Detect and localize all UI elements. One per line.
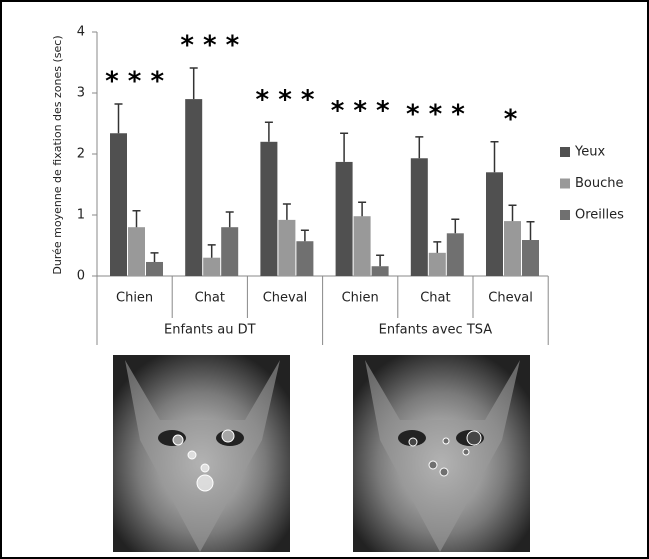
significance: * * * xyxy=(105,66,164,96)
bar xyxy=(335,161,353,276)
bar xyxy=(185,99,203,276)
error-bar xyxy=(282,203,291,220)
error-bar xyxy=(433,241,442,253)
x-tick-label: Chat xyxy=(420,291,450,306)
error-bar xyxy=(340,132,349,162)
significance: * * * xyxy=(256,85,315,115)
legend-swatch xyxy=(560,210,570,220)
x-tick-label: Chat xyxy=(195,291,225,306)
x-tick-label: Chien xyxy=(342,291,379,306)
error-bar xyxy=(264,121,273,142)
legend-swatch xyxy=(560,178,570,189)
error-bar xyxy=(526,220,535,241)
bar xyxy=(203,257,221,276)
error-bar xyxy=(150,252,159,262)
error-bar xyxy=(132,209,141,228)
significance: * * * xyxy=(180,30,239,60)
y-tick-label: 4 xyxy=(77,25,85,40)
bar xyxy=(522,240,539,276)
significance: * * * xyxy=(331,96,390,126)
error-bar xyxy=(376,254,385,267)
significance: * xyxy=(504,104,518,134)
error-bar xyxy=(189,67,198,100)
error-bar xyxy=(508,204,517,222)
significance: * * * xyxy=(406,99,465,129)
y-tick-label: 2 xyxy=(77,147,85,162)
bar xyxy=(146,261,163,276)
bar xyxy=(371,266,389,276)
x-tick-label: Chien xyxy=(116,291,153,306)
x-tick-label: Cheval xyxy=(263,291,308,306)
bar xyxy=(110,133,127,276)
x-tick-label: Cheval xyxy=(488,291,533,306)
bar xyxy=(353,216,371,276)
bar xyxy=(296,241,314,276)
y-tick-label: 1 xyxy=(77,208,85,223)
cat-image-right xyxy=(353,355,530,552)
group-label: Enfants au DT xyxy=(164,323,256,338)
cat-image-left xyxy=(113,355,290,552)
error-bar xyxy=(300,229,309,242)
error-bar xyxy=(114,103,123,134)
error-bar xyxy=(207,244,216,258)
error-bar xyxy=(225,211,234,228)
y-axis-label: Durée moyenne de fixation des zones (sec… xyxy=(51,35,64,274)
bar xyxy=(260,141,278,276)
bar xyxy=(446,233,464,276)
error-bar xyxy=(358,201,367,217)
y-tick-label: 0 xyxy=(77,269,85,284)
error-bar xyxy=(415,136,424,159)
group-label: Enfants avec TSA xyxy=(379,323,493,338)
error-bar xyxy=(490,141,499,173)
bar xyxy=(486,172,503,276)
bar xyxy=(128,227,145,276)
error-bar xyxy=(451,218,460,234)
legend-label: Oreilles xyxy=(575,208,624,223)
legend-swatch xyxy=(560,147,570,157)
bar xyxy=(278,219,296,276)
legend-label: Bouche xyxy=(575,176,624,191)
y-tick-label: 3 xyxy=(77,86,85,101)
bar xyxy=(410,158,428,276)
legend-label: Yeux xyxy=(574,145,605,160)
bar xyxy=(221,227,239,276)
bar xyxy=(428,252,446,276)
bar xyxy=(504,221,521,276)
